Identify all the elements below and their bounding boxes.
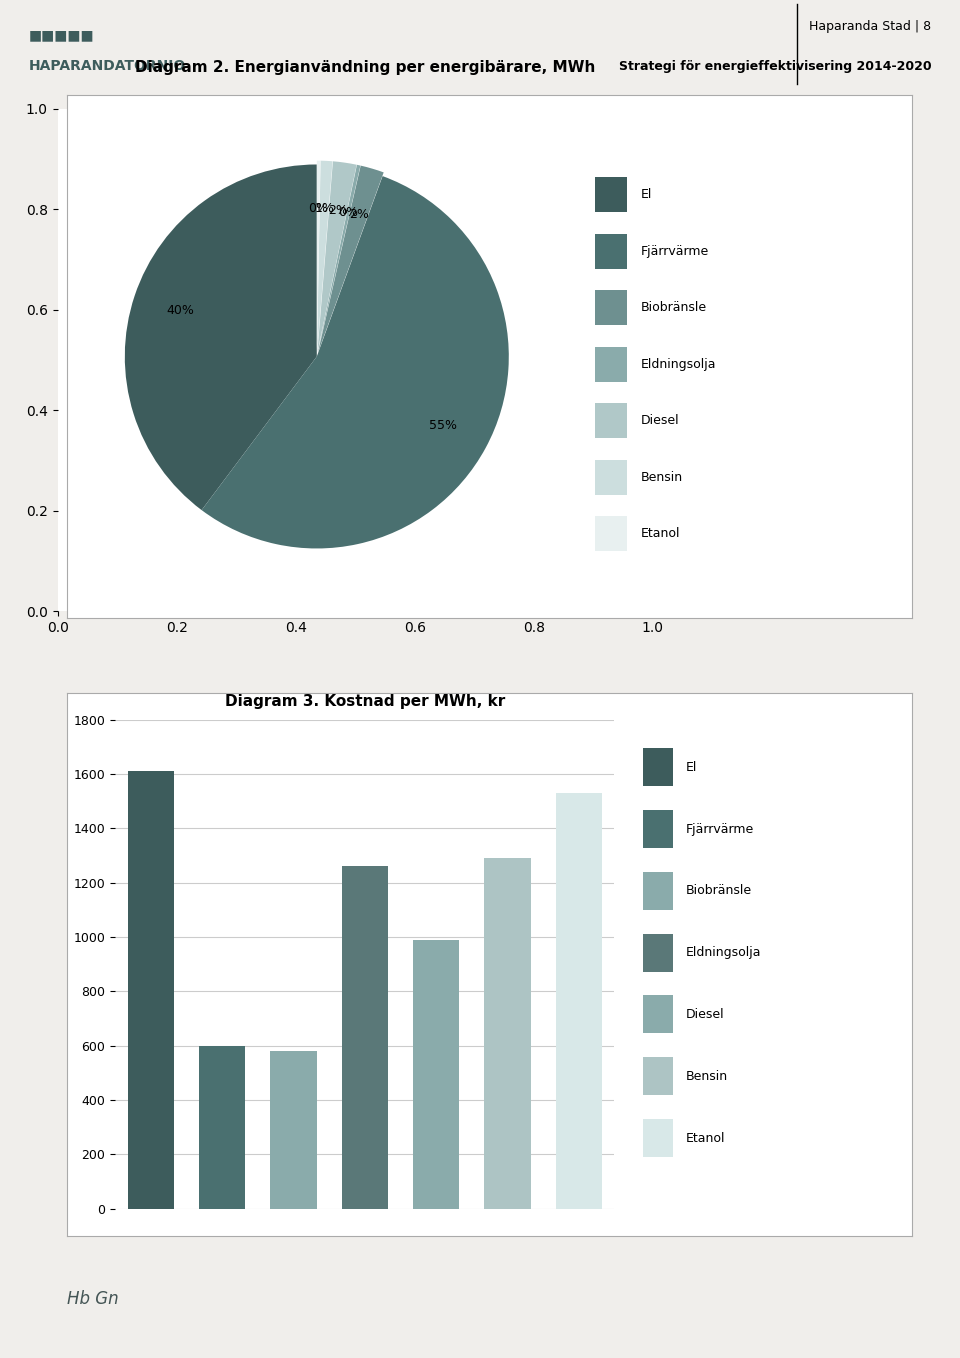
Text: ■■■■■: ■■■■■ (29, 29, 94, 42)
Bar (342, 866, 388, 1209)
Bar (643, 995, 673, 1033)
Bar (643, 872, 673, 910)
Bar (595, 460, 628, 494)
Bar (199, 1046, 246, 1209)
Bar (271, 1051, 317, 1209)
Text: Bensin: Bensin (685, 1070, 728, 1082)
Text: HAPARANDATORNIO: HAPARANDATORNIO (29, 60, 186, 73)
Bar (595, 403, 628, 439)
Text: Biobränsle: Biobränsle (641, 301, 707, 314)
Bar (595, 234, 628, 269)
Bar (595, 346, 628, 382)
Bar (595, 178, 628, 212)
Text: Biobränsle: Biobränsle (685, 884, 752, 898)
Bar (128, 771, 174, 1209)
Title: Diagram 3. Kostnad per MWh, kr: Diagram 3. Kostnad per MWh, kr (225, 694, 505, 709)
Text: 1%: 1% (314, 202, 334, 216)
Text: Bensin: Bensin (641, 471, 683, 483)
Text: Eldningsolja: Eldningsolja (685, 947, 761, 959)
Text: 2%: 2% (348, 208, 369, 221)
Bar (595, 291, 628, 325)
Text: 40%: 40% (166, 304, 194, 318)
Text: 0%: 0% (339, 205, 358, 219)
Text: Haparanda Stad | 8: Haparanda Stad | 8 (809, 20, 931, 33)
Bar (556, 793, 602, 1209)
Bar (643, 809, 673, 847)
Text: 0%: 0% (308, 202, 328, 215)
Text: El: El (641, 189, 652, 201)
Bar (413, 940, 459, 1209)
Bar (643, 934, 673, 972)
Text: Etanol: Etanol (685, 1131, 725, 1145)
Text: Hb Gn: Hb Gn (67, 1290, 119, 1308)
Bar (484, 858, 531, 1209)
Wedge shape (202, 177, 509, 549)
Text: Etanol: Etanol (641, 527, 681, 540)
Text: Eldningsolja: Eldningsolja (641, 357, 716, 371)
Text: Fjärrvärme: Fjärrvärme (685, 823, 754, 835)
Title: Diagram 2. Energianvändning per energibärare, MWh: Diagram 2. Energianvändning per energibä… (134, 60, 595, 75)
Wedge shape (318, 162, 357, 353)
Wedge shape (318, 164, 360, 353)
Wedge shape (317, 160, 332, 353)
Text: 55%: 55% (429, 418, 457, 432)
Bar (595, 516, 628, 551)
Wedge shape (317, 160, 321, 353)
Text: El: El (685, 760, 697, 774)
Bar (643, 748, 673, 786)
Text: 2%: 2% (328, 204, 348, 217)
Text: Strategi för energieffektivisering 2014-2020: Strategi för energieffektivisering 2014-… (618, 60, 931, 73)
Text: Diesel: Diesel (641, 414, 680, 428)
Text: Fjärrvärme: Fjärrvärme (641, 244, 709, 258)
Wedge shape (125, 164, 317, 511)
Wedge shape (318, 166, 384, 353)
Bar (643, 1119, 673, 1157)
Bar (643, 1057, 673, 1095)
Text: Diesel: Diesel (685, 1008, 724, 1021)
